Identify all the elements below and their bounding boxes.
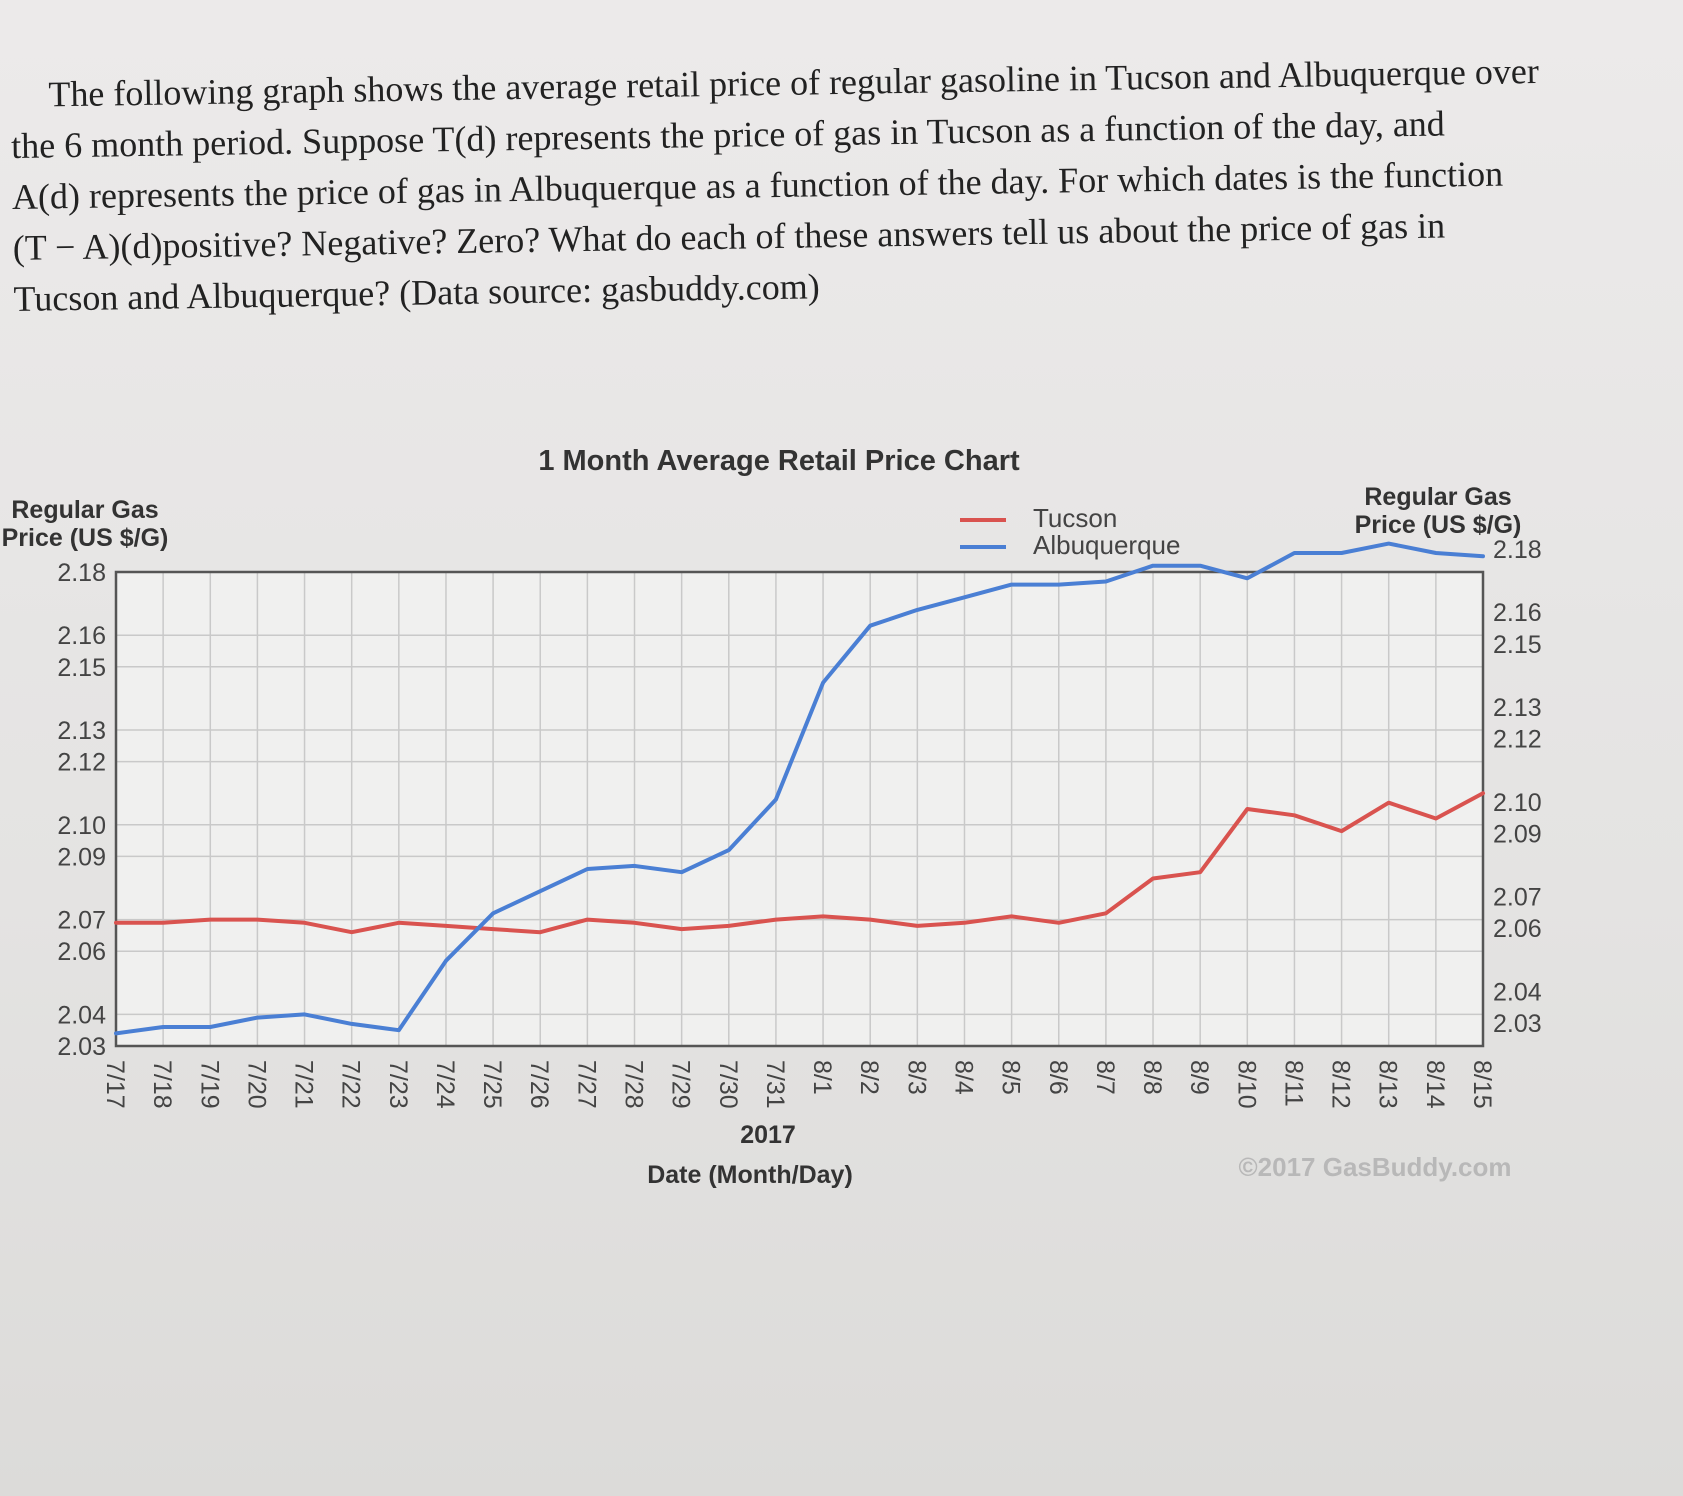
y-tick-label-right: 2.04 <box>1493 978 1542 1006</box>
chart-title: 1 Month Average Retail Price Chart <box>538 445 1020 477</box>
x-tick-label: 8/8 <box>1138 1060 1166 1095</box>
x-axis-year-label: 2017 <box>740 1121 796 1149</box>
y-tick-label-right: 2.13 <box>1493 694 1542 722</box>
x-tick-label: 8/14 <box>1421 1060 1449 1109</box>
x-tick-label: 7/28 <box>620 1060 648 1109</box>
y-tick-label-right: 2.18 <box>1493 536 1542 564</box>
y-tick-label-left: 2.04 <box>57 1001 106 1029</box>
y-axis-label-right-line1: Regular Gas <box>1364 483 1511 511</box>
y-tick-label-right: 2.12 <box>1493 726 1542 754</box>
x-tick-label: 8/6 <box>1044 1060 1072 1095</box>
y-tick-label-right: 2.06 <box>1493 915 1542 943</box>
y-tick-label-right: 2.09 <box>1493 820 1542 848</box>
y-tick-label-left: 2.18 <box>57 559 106 587</box>
x-tick-label: 7/26 <box>525 1060 553 1109</box>
x-tick-label: 7/21 <box>290 1060 318 1109</box>
copyright-watermark: ©2017 GasBuddy.com <box>1239 1152 1512 1182</box>
x-tick-label: 7/19 <box>195 1060 223 1109</box>
x-tick-label: 8/9 <box>1185 1060 1213 1095</box>
plot-background <box>116 572 1483 1046</box>
legend: Tucson Albuquerque <box>960 503 1180 560</box>
series-line-tucson <box>114 791 1485 935</box>
y-axis-label-right-line2: Price (US $/G) <box>1355 511 1522 539</box>
x-tick-label: 8/1 <box>808 1060 836 1095</box>
y-tick-label-right: 2.03 <box>1493 1010 1542 1038</box>
y-tick-label-right: 2.15 <box>1493 631 1542 659</box>
y-axis-label-left-line1: Regular Gas <box>11 496 158 524</box>
y-tick-label-left: 2.15 <box>57 654 106 682</box>
y-tick-label-left: 2.07 <box>57 907 106 935</box>
x-tick-label: 8/15 <box>1468 1060 1496 1109</box>
x-tick-label: 8/5 <box>997 1060 1025 1095</box>
x-tick-label: 7/24 <box>431 1060 459 1109</box>
plot-area: 2.03 2.03 2.04 2.04 2.06 2.06 2.07 2.07 2.09 2.09… <box>57 536 1541 1109</box>
y-tick-label-left: 2.03 <box>57 1033 106 1061</box>
x-tick-label: 7/31 <box>761 1060 789 1109</box>
x-tick-label: 7/17 <box>101 1060 129 1109</box>
y-tick-label-right: 2.16 <box>1493 599 1542 627</box>
x-tick-label: 7/27 <box>572 1060 600 1109</box>
x-tick-label: 8/12 <box>1327 1060 1355 1109</box>
x-tick-label: 7/18 <box>148 1060 176 1109</box>
y-tick-label-left: 2.09 <box>57 843 106 871</box>
y-tick-label-right: 2.10 <box>1493 789 1542 817</box>
y-tick-label-left: 2.16 <box>57 622 106 650</box>
x-tick-label: 7/22 <box>337 1060 365 1109</box>
x-axis-label: Date (Month/Day) <box>647 1161 853 1189</box>
y-tick-label-left: 2.12 <box>57 749 106 777</box>
y-tick-label-left: 2.06 <box>57 938 106 966</box>
x-tick-label: 8/4 <box>949 1060 977 1095</box>
x-tick-label: 8/11 <box>1279 1060 1307 1107</box>
x-tick-label: 8/7 <box>1091 1060 1119 1095</box>
plot-frame <box>114 570 1485 1048</box>
x-tick-label: 8/10 <box>1232 1060 1260 1109</box>
x-tick-label: 8/13 <box>1374 1060 1402 1109</box>
x-tick-label: 7/25 <box>478 1060 506 1109</box>
x-tick-label: 7/20 <box>242 1060 270 1109</box>
legend-label-albuquerque: Albuquerque <box>1033 530 1180 560</box>
x-tick-label: 8/2 <box>855 1060 883 1095</box>
series-line-albuquerque <box>114 541 1485 1036</box>
x-tick-label: 7/23 <box>384 1060 412 1109</box>
y-tick-label-left: 2.10 <box>57 812 106 840</box>
x-tick-label: 7/30 <box>714 1060 742 1109</box>
legend-label-tucson: Tucson <box>1033 503 1117 533</box>
y-tick-label-right: 2.07 <box>1493 884 1542 912</box>
y-axis-label-left-line2: Price (US $/G) <box>2 524 169 552</box>
x-tick-label: 8/3 <box>902 1060 930 1095</box>
y-tick-label-left: 2.13 <box>57 717 106 745</box>
x-tick-label: 7/29 <box>667 1060 695 1109</box>
